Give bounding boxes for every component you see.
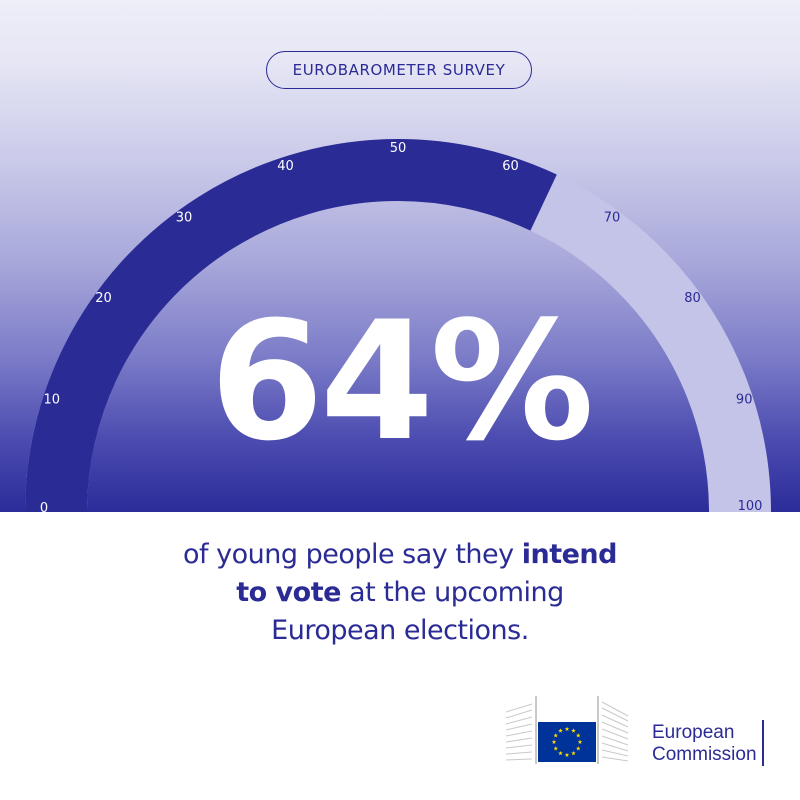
gauge-meter: 0 10 20 30 40 50 60 70 80 90 100 <box>25 139 771 512</box>
gauge-tick-label: 50 <box>390 141 407 156</box>
gauge-tick-label: 100 <box>738 499 763 512</box>
eu-star-icon <box>553 733 559 738</box>
gauge-tick-label: 90 <box>736 393 753 408</box>
logo-line-2: Commission <box>652 744 757 765</box>
eu-star-icon <box>571 750 576 756</box>
eu-star-icon <box>577 739 583 744</box>
gauge-tick-label: 30 <box>176 211 193 226</box>
eu-star-icon <box>571 728 576 733</box>
eu-star-icon <box>564 726 570 731</box>
logo-line-1: European <box>652 722 735 743</box>
commission-wordmark: European Commission <box>652 722 757 766</box>
eu-star-icon <box>575 746 581 751</box>
survey-badge: EUROBAROMETER SURVEY <box>266 51 532 89</box>
statement-part-1: of young people say they <box>183 539 522 570</box>
gauge-fill <box>25 139 557 512</box>
statement-bold-1: intend <box>521 539 618 570</box>
european-commission-logo: European Commission <box>500 690 770 770</box>
gauge-tick-label: 0 <box>40 501 48 512</box>
statement-text: of young people say they intend to vote … <box>100 536 700 650</box>
gauge-tick-label: 10 <box>44 393 61 408</box>
eu-star-icon <box>558 728 563 733</box>
gauge-tick-label: 40 <box>277 159 294 174</box>
gauge-tick-label: 80 <box>684 291 701 306</box>
gauge-tick-label: 60 <box>502 159 519 174</box>
commission-building-icon <box>505 696 629 764</box>
gauge-tick-label: 20 <box>95 291 112 306</box>
logo-divider <box>762 720 764 766</box>
eu-star-icon <box>551 739 557 744</box>
statement-part-3: European elections. <box>271 615 529 646</box>
eu-star-icon <box>558 750 563 756</box>
eu-star-icon <box>553 746 559 751</box>
gauge-tick-labels: 0 10 20 30 40 50 60 70 80 90 100 <box>40 141 763 512</box>
eu-star-icon <box>564 752 570 757</box>
statement-bold-2: to vote <box>236 577 341 608</box>
statement-part-2: at the upcoming <box>340 577 564 608</box>
gauge-tick-label: 70 <box>604 211 621 226</box>
eu-star-icon <box>575 733 581 738</box>
headline-percentage: 64% <box>209 286 595 477</box>
